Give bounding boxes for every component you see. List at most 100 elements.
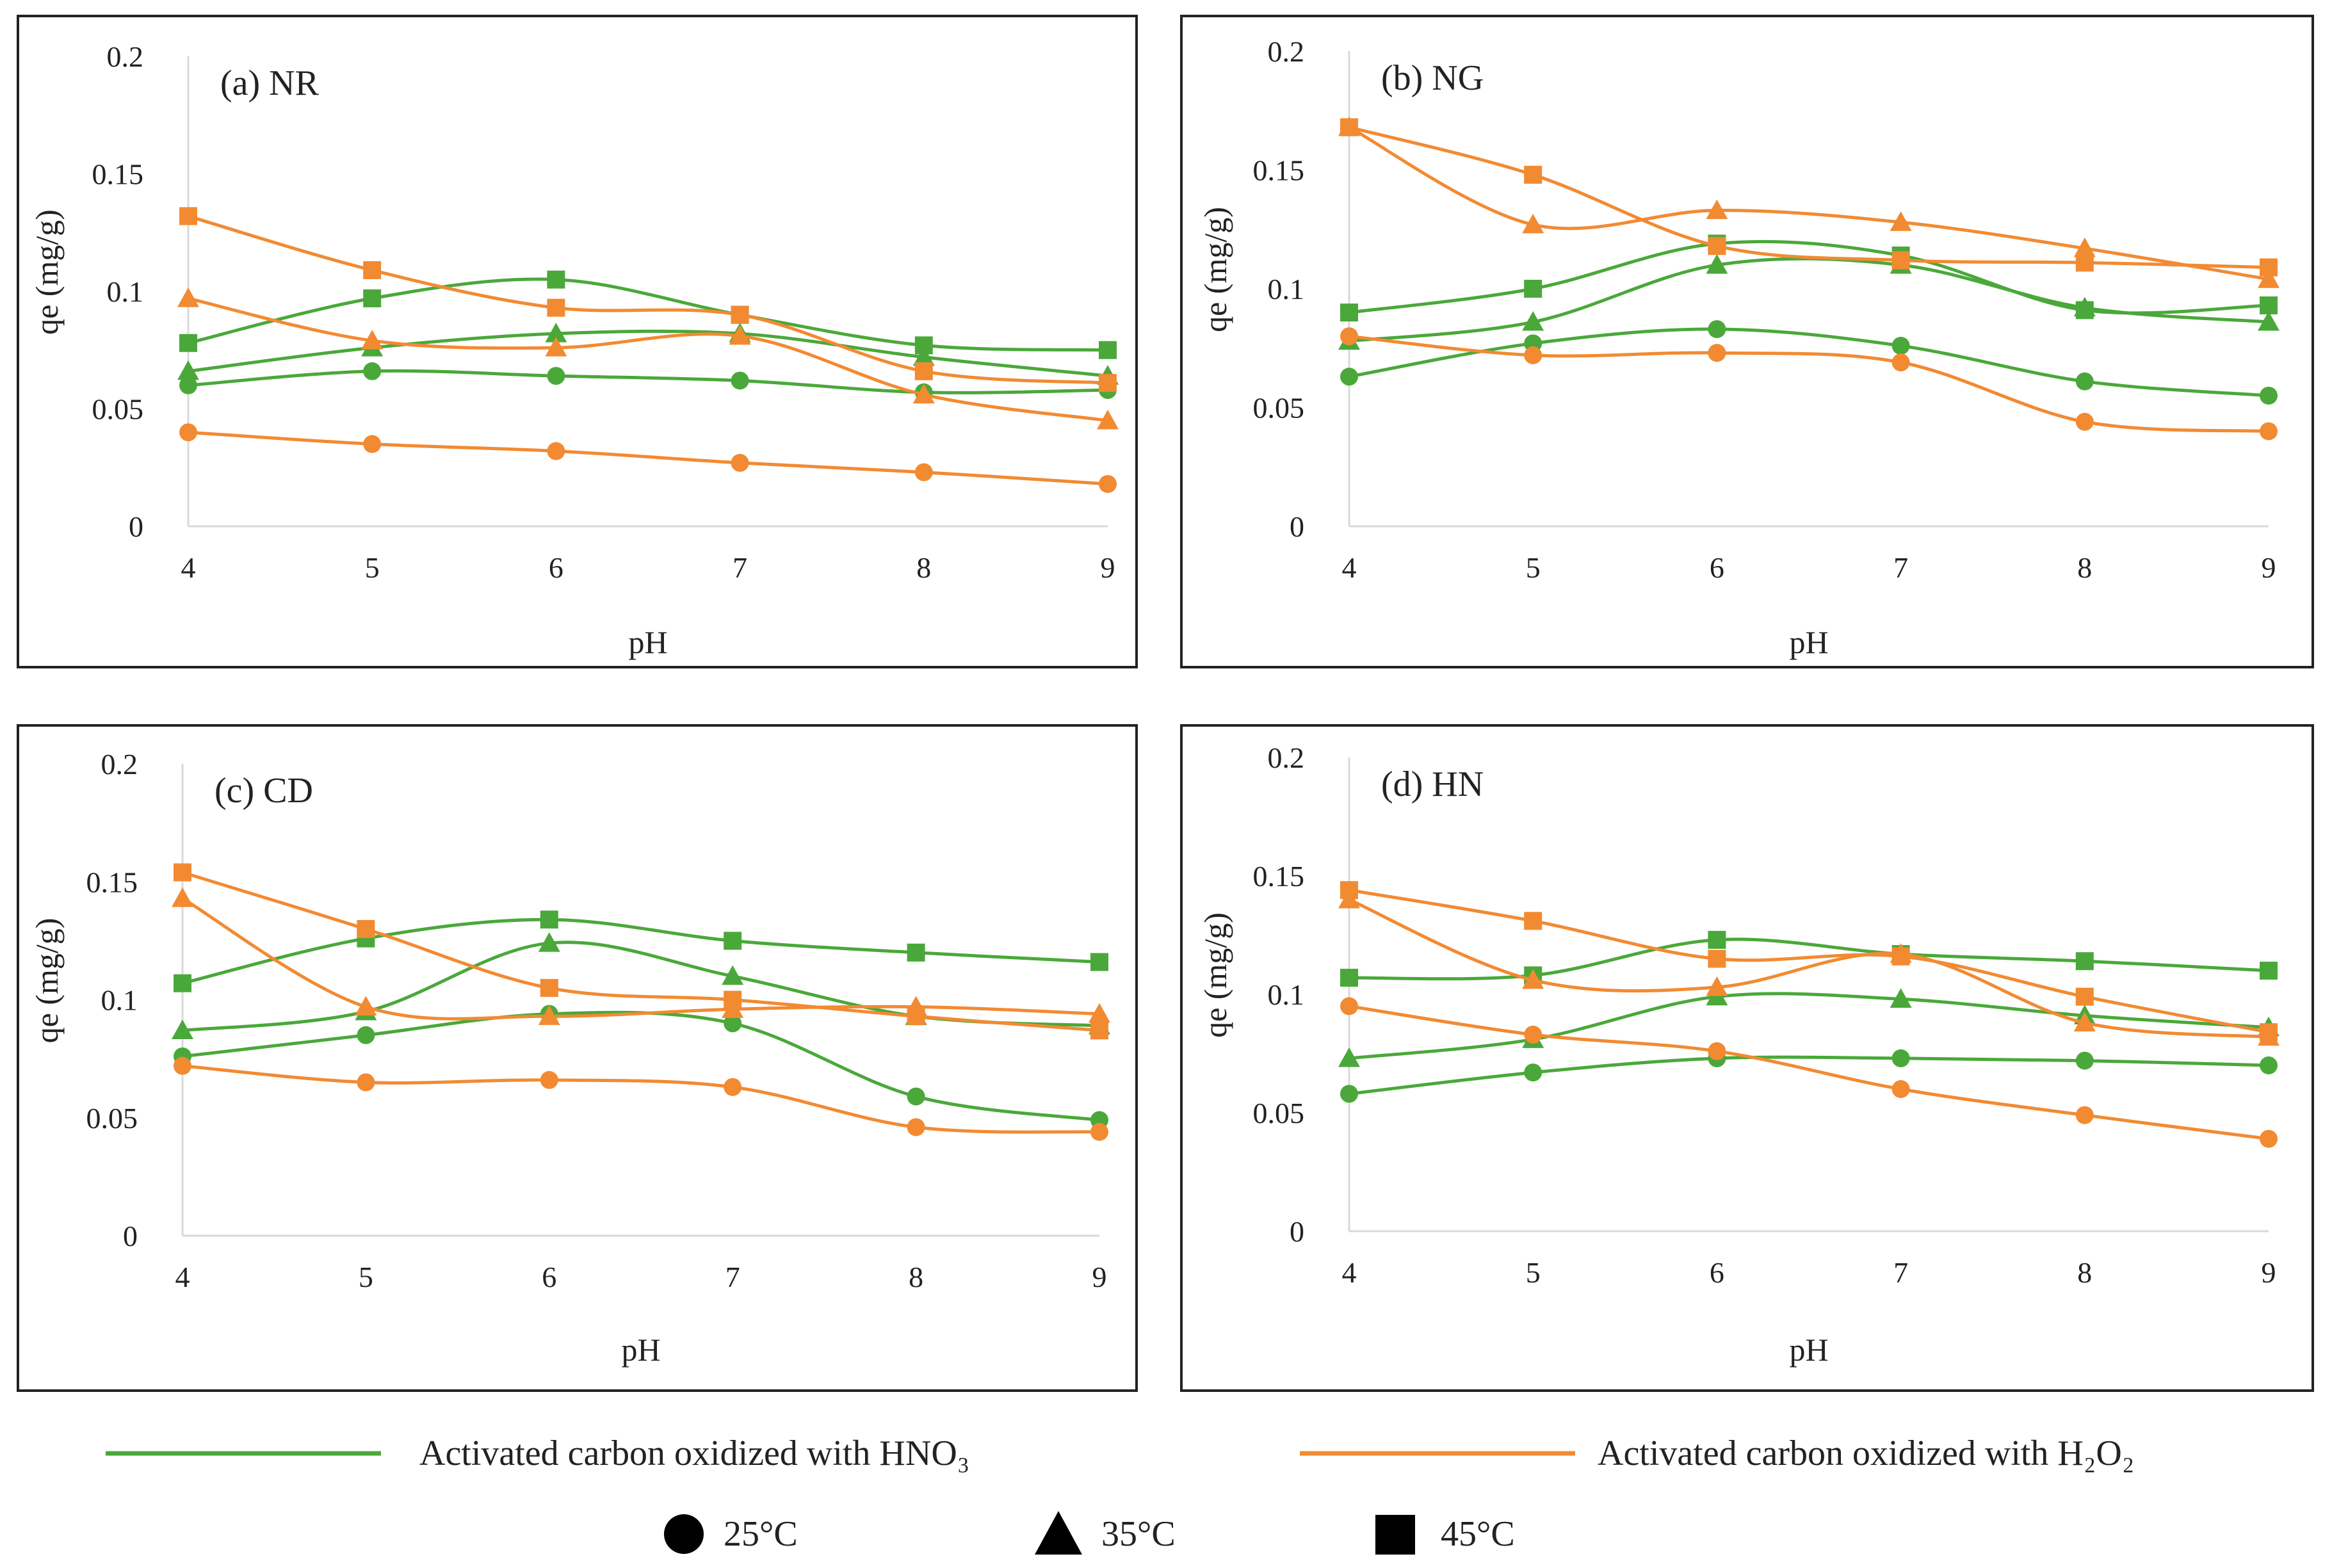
legend-45c-label: 45°C	[1441, 1514, 1515, 1554]
data-point-triangle	[177, 360, 199, 380]
data-point-square	[724, 990, 742, 1009]
y-tick-label: 0.15	[1253, 154, 1305, 187]
x-tick-label: 6	[542, 1261, 556, 1293]
series-line	[181, 896, 1100, 1021]
series-line	[1348, 334, 2269, 433]
series-h2o2-25c	[174, 1056, 1108, 1141]
x-tick-label: 9	[1101, 551, 1115, 584]
data-point-square	[179, 334, 197, 352]
data-point-triangle	[1089, 1003, 1110, 1023]
series-line	[1348, 257, 2269, 343]
series-h2o2-25c	[1340, 327, 2278, 440]
data-point-triangle	[729, 325, 751, 345]
x-tick-label: 5	[365, 551, 380, 584]
data-point-circle	[2075, 412, 2094, 431]
x-tick-label: 8	[916, 551, 931, 584]
data-point-square	[363, 261, 382, 279]
x-tick-label: 7	[1893, 1256, 1908, 1289]
x-axis-label: pH	[628, 624, 667, 660]
data-point-square	[1708, 930, 1726, 949]
x-tick-label: 4	[175, 1261, 190, 1293]
data-point-circle	[907, 1118, 925, 1136]
series-line	[188, 369, 1108, 394]
data-point-square	[547, 270, 565, 289]
data-point-triangle	[1706, 254, 1728, 274]
data-point-square	[363, 289, 382, 308]
panel-frame	[17, 724, 1138, 1392]
data-point-circle	[724, 1014, 742, 1033]
y-axis-label: qe (mg/g)	[29, 918, 65, 1044]
data-point-circle	[1340, 368, 1358, 386]
data-point-circle	[1524, 1025, 1543, 1044]
y-tick-label: 0.05	[86, 1102, 138, 1135]
series-line	[1348, 239, 2269, 315]
y-tick-label: 0.2	[1268, 741, 1305, 774]
data-point-circle	[179, 423, 197, 442]
panel-frame	[17, 15, 1138, 668]
data-point-triangle	[1522, 213, 1544, 234]
panel-frame	[1180, 15, 2314, 668]
series-line	[188, 277, 1108, 352]
data-point-square	[174, 863, 191, 882]
data-point-triangle	[355, 996, 377, 1016]
data-point-square	[174, 974, 191, 992]
series-line	[1348, 992, 2269, 1060]
data-point-circle	[914, 463, 933, 481]
y-tick-label: 0.1	[101, 984, 138, 1017]
data-point-circle	[1708, 1042, 1726, 1060]
series-hno3-45c	[1340, 234, 2278, 322]
data-point-circle	[731, 453, 749, 472]
y-tick-label: 0.2	[1268, 35, 1305, 68]
legend-triangle-icon	[1035, 1511, 1082, 1555]
data-point-triangle	[172, 1019, 193, 1040]
data-point-circle	[1891, 337, 1910, 355]
data-point-square	[1891, 947, 1910, 966]
panel-title: (b) NG	[1381, 58, 1484, 98]
data-point-square	[1340, 969, 1358, 987]
data-point-square	[1524, 912, 1543, 930]
data-point-triangle	[1522, 311, 1544, 331]
data-point-square	[1524, 165, 1543, 184]
data-point-triangle	[1890, 211, 1912, 231]
series-line	[182, 1064, 1100, 1134]
data-point-circle	[547, 442, 565, 460]
series-line	[1348, 898, 2269, 1039]
legend: Activated carbon oxidized with HNO₃ Acti…	[106, 1434, 2134, 1555]
panel-cd: 0 0.05 0.1 0.15 0.2 4 5 6 7 8 9 pH qe (mg/g) (c) CD	[17, 724, 1138, 1392]
x-tick-label: 5	[1526, 551, 1541, 584]
data-point-triangle	[2073, 1012, 2096, 1031]
legend-h2o2-label: Activated carbon oxidized with H₂O₂	[1598, 1434, 2134, 1473]
data-point-circle	[2075, 1106, 2094, 1124]
y-tick-label: 0.2	[107, 40, 144, 73]
data-point-triangle	[2073, 237, 2096, 257]
data-point-circle	[357, 1026, 375, 1044]
y-tick-label: 0.15	[86, 866, 138, 898]
data-point-circle	[1891, 1049, 1910, 1067]
x-tick-label: 7	[1893, 551, 1908, 584]
data-point-square	[731, 305, 749, 324]
data-point-circle	[174, 1056, 191, 1075]
series-line	[188, 214, 1108, 385]
data-point-circle	[1340, 997, 1358, 1015]
y-axis-label: qe (mg/g)	[1197, 912, 1233, 1038]
data-point-square	[540, 910, 558, 929]
data-point-circle	[363, 435, 382, 453]
series-h2o2-25c	[1340, 997, 2278, 1148]
series-h2o2-45c	[179, 207, 1117, 392]
series-hno3-45c	[179, 270, 1117, 359]
data-point-circle	[731, 371, 749, 390]
data-point-square	[914, 336, 933, 355]
x-tick-label: 8	[2077, 551, 2092, 584]
y-tick-label: 0.1	[1268, 273, 1305, 305]
data-point-triangle	[2258, 311, 2279, 331]
x-tick-label: 8	[2077, 1256, 2092, 1289]
data-point-square	[1099, 341, 1117, 359]
y-tick-label: 0.15	[92, 158, 144, 191]
data-point-triangle	[538, 932, 560, 952]
data-point-square	[724, 932, 742, 950]
data-point-square	[2260, 296, 2278, 314]
data-point-circle	[1708, 320, 1726, 339]
y-tick-label: 0.15	[1253, 860, 1305, 893]
